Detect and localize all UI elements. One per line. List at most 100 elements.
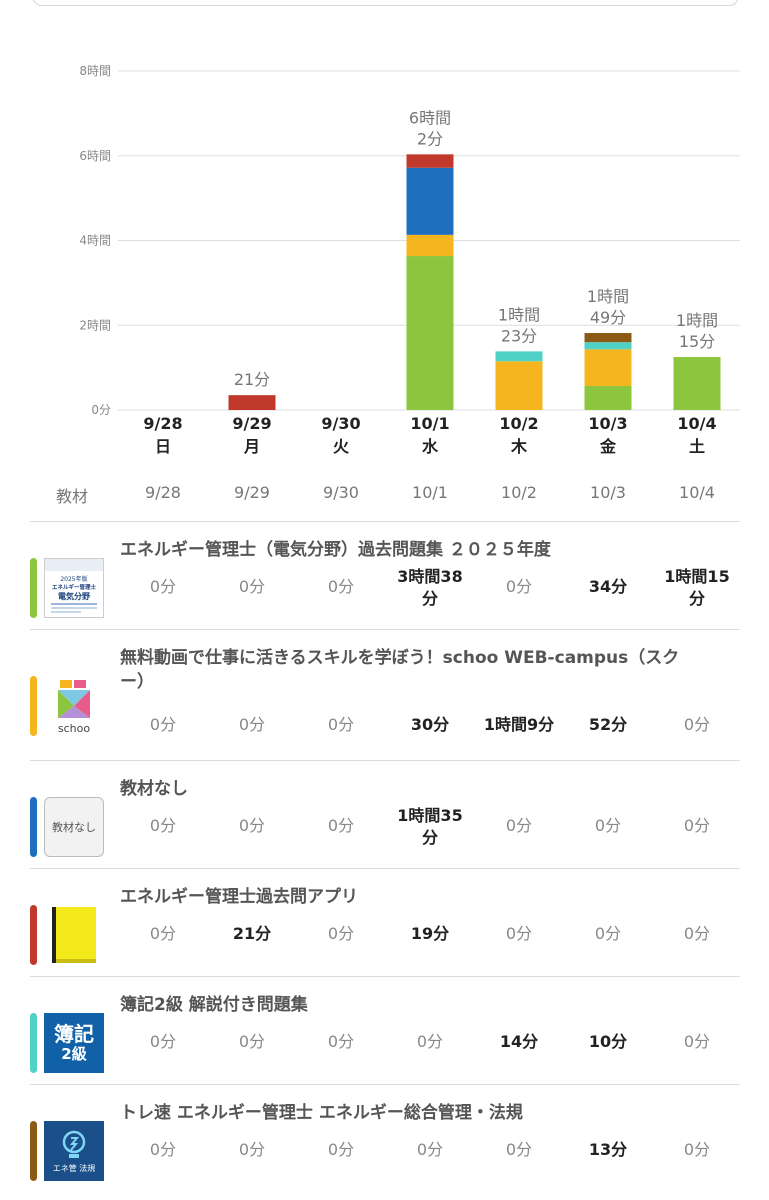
bar-total-label: 23分 <box>501 326 537 345</box>
material-title: 教材なし <box>120 779 188 799</box>
duration-cell: 0分 <box>505 1140 533 1159</box>
material-title: エネルギー管理士（電気分野）過去問題集 ２０２５年度 <box>120 540 551 560</box>
material-title: 簿記2級 解説付き問題集 <box>120 995 308 1015</box>
x-tick-weekday: 金 <box>599 437 617 456</box>
material-color-bar <box>30 676 37 736</box>
x-tick-weekday: 土 <box>689 437 705 456</box>
yellow-book-thumbnail <box>44 905 104 965</box>
duration-cell: 0分 <box>327 1140 355 1159</box>
duration-cell: 0分 <box>149 577 177 596</box>
material-row[interactable]: 簿記 2級 簿記2級 解説付き問題集 0分 0分 0分 0分 14分 10分 0分 <box>30 976 740 1084</box>
bar-segment <box>406 167 454 235</box>
bar-segment <box>495 351 543 362</box>
x-tick-weekday: 水 <box>422 437 439 456</box>
header-date: 9/30 <box>323 483 359 502</box>
material-row[interactable]: 教材なし 教材なし 0分 0分 0分 1時間35 分 0分 0分 0分 <box>30 760 740 868</box>
material-title-line: 無料動画で仕事に活きるスキルを学ぼう！schoo WEB-campus（スク <box>120 648 680 668</box>
duration-cell: 1時間15 分 <box>664 567 730 608</box>
header-date: 9/29 <box>234 483 270 502</box>
duration-cell: 19分 <box>410 924 450 943</box>
bar-segment <box>406 234 454 257</box>
duration-cell: 0分 <box>149 816 177 835</box>
bar-total-label: 6時間 <box>409 108 451 127</box>
bar-segment <box>584 333 632 343</box>
x-tick-weekday: 日 <box>155 437 171 456</box>
x-tick-date: 9/30 <box>321 414 360 433</box>
y-tick-label: 6時間 <box>79 149 111 163</box>
duration-cell: 0分 <box>327 577 355 596</box>
svg-text:2025年版: 2025年版 <box>60 575 87 583</box>
bar-total-label: 1時間 <box>498 305 540 324</box>
x-tick-weekday: 月 <box>243 437 260 456</box>
bar-total-label: 49分 <box>590 308 626 327</box>
header-label: 教材 <box>56 487 89 506</box>
duration-cell: 0分 <box>594 816 622 835</box>
duration-cell: 3時間38 分 <box>397 567 463 608</box>
material-title: エネルギー管理士過去問アプリ <box>120 887 358 907</box>
material-title-line: ー） <box>120 672 154 692</box>
material-row[interactable]: エネルギー管理士過去問アプリ 0分 21分 0分 19分 0分 0分 0分 <box>30 868 740 976</box>
bar-segment <box>584 349 632 386</box>
boki-thumbnail: 簿記 2級 <box>44 1013 104 1073</box>
bar-segment <box>673 357 721 410</box>
material-color-bar <box>30 1013 37 1073</box>
header-date: 10/1 <box>412 483 448 502</box>
bar-total-label: 2分 <box>417 129 443 148</box>
x-tick-date: 10/1 <box>410 414 449 433</box>
duration-cell: 0分 <box>238 1032 266 1051</box>
material-row[interactable]: schoo 無料動画で仕事に活きるスキルを学ぼう！schoo WEB-campu… <box>30 629 740 760</box>
header-date: 9/28 <box>145 483 181 502</box>
svg-text:電気分野: 電気分野 <box>58 591 90 601</box>
x-tick-date: 10/2 <box>499 414 538 433</box>
book-cover-thumbnail: 2025年版 エネルギー管理士 電気分野 <box>44 558 104 618</box>
duration-cell: 0分 <box>505 577 533 596</box>
duration-cell: 0分 <box>683 715 711 734</box>
duration-cell: 0分 <box>683 1140 711 1159</box>
x-tick-date: 9/28 <box>143 414 182 433</box>
duration-cell: 0分 <box>683 816 711 835</box>
bar-segment <box>495 361 543 410</box>
bar-segment <box>228 395 276 410</box>
x-tick-weekday: 火 <box>333 437 350 456</box>
duration-cell: 0分 <box>505 816 533 835</box>
material-color-bar <box>30 558 37 618</box>
duration-cell: 0分 <box>594 924 622 943</box>
material-row[interactable]: エネ管 法規 トレ速 エネルギー管理士 エネルギー総合管理・法規 0分 0分 0分 0分 0… <box>30 1084 740 1192</box>
material-title: トレ速 エネルギー管理士 エネルギー総合管理・法規 <box>120 1103 523 1123</box>
y-tick-label: 0分 <box>91 403 111 417</box>
material-row[interactable]: 2025年版 エネルギー管理士 電気分野 エネルギー管理士（電気分野）過去問題集… <box>30 521 740 629</box>
duration-cell: 0分 <box>683 1032 711 1051</box>
duration-cell: 0分 <box>505 924 533 943</box>
duration-cell: 0分 <box>416 1032 444 1051</box>
duration-cell: 0分 <box>683 924 711 943</box>
stacked-bar-chart: 0分 2時間 4時間 6時間 8時間 9/28 日 21分 9/29 月 9/30 火 6時間 2分 10/… <box>79 64 740 456</box>
duration-cell: 0分 <box>327 816 355 835</box>
duration-cell: 0分 <box>327 715 355 734</box>
x-tick-date: 9/29 <box>232 414 271 433</box>
material-color-bar <box>30 1121 37 1181</box>
bar-segment <box>406 256 454 410</box>
material-color-bar <box>30 905 37 965</box>
x-tick-date: 10/4 <box>677 414 716 433</box>
y-tick-label: 4時間 <box>79 234 111 248</box>
x-tick-date: 10/3 <box>588 414 627 433</box>
duration-cell: 0分 <box>149 1140 177 1159</box>
duration-cell: 0分 <box>327 1032 355 1051</box>
bar-segment <box>584 342 632 350</box>
no-material-thumbnail: 教材なし <box>44 797 104 857</box>
header-date: 10/3 <box>590 483 626 502</box>
duration-cell: 1時間35 分 <box>397 806 463 847</box>
duration-cell: 0分 <box>149 715 177 734</box>
duration-cell: 30分 <box>410 715 450 734</box>
header-date: 10/4 <box>679 483 715 502</box>
bar-segment <box>584 385 632 410</box>
duration-cell: 52分 <box>588 715 628 734</box>
duration-cell: 0分 <box>327 924 355 943</box>
header-date: 10/2 <box>501 483 537 502</box>
bar-total-label: 1時間 <box>676 311 718 330</box>
duration-cell: 21分 <box>232 924 272 943</box>
bar-total-label: 21分 <box>234 370 270 389</box>
duration-cell: 0分 <box>149 1032 177 1051</box>
x-tick-weekday: 木 <box>510 437 528 456</box>
material-title: 無料動画で仕事に活きるスキルを学ぼう！schoo WEB-campus（スク ー） <box>120 646 710 694</box>
